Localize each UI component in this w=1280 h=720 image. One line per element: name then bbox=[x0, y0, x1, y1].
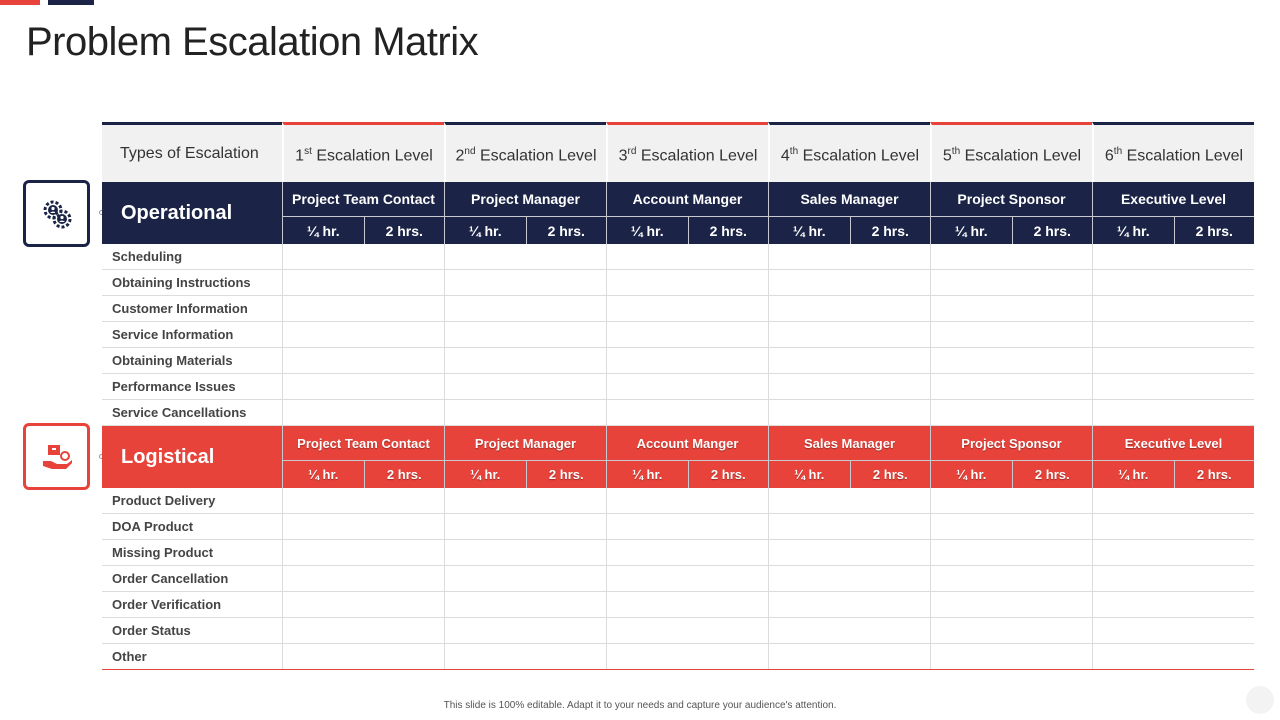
time-quarter-hr: ¼ hr. bbox=[1118, 467, 1149, 482]
header-level-5: 5th Escalation Level bbox=[930, 122, 1092, 182]
time-two-hrs: 2 hrs. bbox=[363, 217, 445, 244]
logistical-level-3: Account Manger ¼ hr. 2 hrs. bbox=[606, 426, 768, 488]
row-label: Performance Issues bbox=[112, 379, 236, 394]
time-two-hrs: 2 hrs. bbox=[1173, 461, 1255, 488]
time-two-hrs: 2 hrs. bbox=[849, 461, 931, 488]
row-label: Scheduling bbox=[112, 249, 183, 264]
table-row: Customer Information bbox=[102, 296, 1254, 322]
contact-label: Account Manger bbox=[607, 426, 768, 461]
operational-level-4: Sales Manager ¼ hr. 2 hrs. bbox=[768, 182, 930, 244]
contact-label: Project Team Contact bbox=[283, 426, 444, 461]
table-row: Scheduling bbox=[102, 244, 1254, 270]
contact-label: Sales Manager bbox=[769, 182, 930, 217]
row-label: Service Information bbox=[112, 327, 234, 342]
header-row: Types of Escalation 1st Escalation Level… bbox=[102, 122, 1254, 182]
time-two-hrs: 2 hrs. bbox=[363, 461, 445, 488]
row-label: Order Cancellation bbox=[112, 571, 229, 586]
time-two-hrs: 2 hrs. bbox=[525, 461, 607, 488]
row-label: Product Delivery bbox=[112, 493, 216, 508]
row-label: Obtaining Materials bbox=[112, 353, 233, 368]
operational-icon-box bbox=[23, 180, 90, 247]
table-row: Other bbox=[102, 644, 1254, 670]
contact-label: Project Sponsor bbox=[931, 182, 1092, 217]
logistical-icon-box bbox=[23, 423, 90, 490]
accent-bar-navy bbox=[48, 0, 94, 5]
logistical-band: Logistical Project Team Contact ¼ hr. 2 h… bbox=[102, 426, 1254, 488]
table-row: Order Status bbox=[102, 618, 1254, 644]
time-quarter-hr: ¼ hr. bbox=[954, 222, 988, 239]
contact-label: Project Team Contact bbox=[283, 182, 444, 217]
gears-people-icon bbox=[43, 200, 71, 228]
operational-band: Operational Project Team Contact ¼ hr. 2 … bbox=[102, 182, 1254, 244]
time-quarter-hr: ¼ hr. bbox=[632, 467, 663, 482]
time-quarter-hr: ¼ hr. bbox=[468, 222, 502, 239]
row-label: Other bbox=[112, 649, 147, 664]
operational-level-2: Project Manager ¼ hr. 2 hrs. bbox=[444, 182, 606, 244]
time-two-hrs: 2 hrs. bbox=[1011, 217, 1093, 244]
table-row: Performance Issues bbox=[102, 374, 1254, 400]
logistical-level-5: Project Sponsor ¼ hr. 2 hrs. bbox=[930, 426, 1092, 488]
escalation-matrix-table: Types of Escalation 1st Escalation Level… bbox=[102, 122, 1254, 670]
logistical-level-1: Project Team Contact ¼ hr. 2 hrs. bbox=[282, 426, 444, 488]
operational-level-1: Project Team Contact ¼ hr. 2 hrs. bbox=[282, 182, 444, 244]
table-row: Order Cancellation bbox=[102, 566, 1254, 592]
table-row: DOA Product bbox=[102, 514, 1254, 540]
time-two-hrs: 2 hrs. bbox=[1011, 461, 1093, 488]
contact-label: Executive Level bbox=[1093, 426, 1254, 461]
header-level-4: 4th Escalation Level bbox=[768, 122, 930, 182]
footer-note: This slide is 100% editable. Adapt it to… bbox=[443, 700, 837, 711]
contact-label: Project Manager bbox=[445, 426, 606, 461]
time-quarter-hr: ¼ hr. bbox=[792, 222, 826, 239]
table-row: Product Delivery bbox=[102, 488, 1254, 514]
row-label: Obtaining Instructions bbox=[112, 275, 251, 290]
time-two-hrs: 2 hrs. bbox=[849, 217, 931, 244]
logistical-level-6: Executive Level ¼ hr. 2 hrs. bbox=[1092, 426, 1254, 488]
row-label: Missing Product bbox=[112, 545, 214, 560]
corner-decoration bbox=[1246, 686, 1274, 714]
table-row: Service Information bbox=[102, 322, 1254, 348]
operational-level-6: Executive Level ¼ hr. 2 hrs. bbox=[1092, 182, 1254, 244]
accent-bar-red bbox=[0, 0, 40, 5]
table-row: Order Verification bbox=[102, 592, 1254, 618]
operational-level-3: Account Manger ¼ hr. 2 hrs. bbox=[606, 182, 768, 244]
row-label: DOA Product bbox=[112, 519, 194, 534]
delivery-hand-icon bbox=[42, 444, 72, 469]
logistical-level-4: Sales Manager ¼ hr. 2 hrs. bbox=[768, 426, 930, 488]
time-quarter-hr: ¼ hr. bbox=[306, 222, 340, 239]
row-label: Customer Information bbox=[112, 301, 248, 316]
header-level-2: 2nd Escalation Level bbox=[444, 122, 606, 182]
operational-label: Operational bbox=[102, 182, 282, 244]
operational-level-5: Project Sponsor ¼ hr. 2 hrs. bbox=[930, 182, 1092, 244]
time-quarter-hr: ¼ hr. bbox=[1116, 222, 1150, 239]
header-level-1: 1st Escalation Level bbox=[282, 122, 444, 182]
time-two-hrs: 2 hrs. bbox=[687, 461, 769, 488]
time-two-hrs: 2 hrs. bbox=[525, 217, 607, 244]
contact-label: Sales Manager bbox=[769, 426, 930, 461]
header-level-3: 3rd Escalation Level bbox=[606, 122, 768, 182]
time-quarter-hr: ¼ hr. bbox=[956, 467, 987, 482]
time-quarter-hr: ¼ hr. bbox=[794, 467, 825, 482]
header-level-6: 6th Escalation Level bbox=[1092, 122, 1254, 182]
row-label: Order Status bbox=[112, 623, 191, 638]
time-quarter-hr: ¼ hr. bbox=[470, 467, 501, 482]
time-two-hrs: 2 hrs. bbox=[1173, 217, 1255, 244]
contact-label: Account Manger bbox=[607, 182, 768, 217]
table-row: Obtaining Instructions bbox=[102, 270, 1254, 296]
time-quarter-hr: ¼ hr. bbox=[630, 222, 664, 239]
contact-label: Executive Level bbox=[1093, 182, 1254, 217]
table-row: Service Cancellations bbox=[102, 400, 1254, 426]
page-title: Problem Escalation Matrix bbox=[26, 20, 479, 64]
contact-label: Project Sponsor bbox=[931, 426, 1092, 461]
table-row: Missing Product bbox=[102, 540, 1254, 566]
time-quarter-hr: ¼ hr. bbox=[308, 467, 339, 482]
logistical-label: Logistical bbox=[102, 426, 282, 488]
row-label: Order Verification bbox=[112, 597, 222, 612]
time-two-hrs: 2 hrs. bbox=[687, 217, 769, 244]
table-row: Obtaining Materials bbox=[102, 348, 1254, 374]
row-label: Service Cancellations bbox=[112, 405, 247, 420]
header-types-of-escalation: Types of Escalation bbox=[102, 122, 282, 182]
logistical-level-2: Project Manager ¼ hr. 2 hrs. bbox=[444, 426, 606, 488]
contact-label: Project Manager bbox=[445, 182, 606, 217]
